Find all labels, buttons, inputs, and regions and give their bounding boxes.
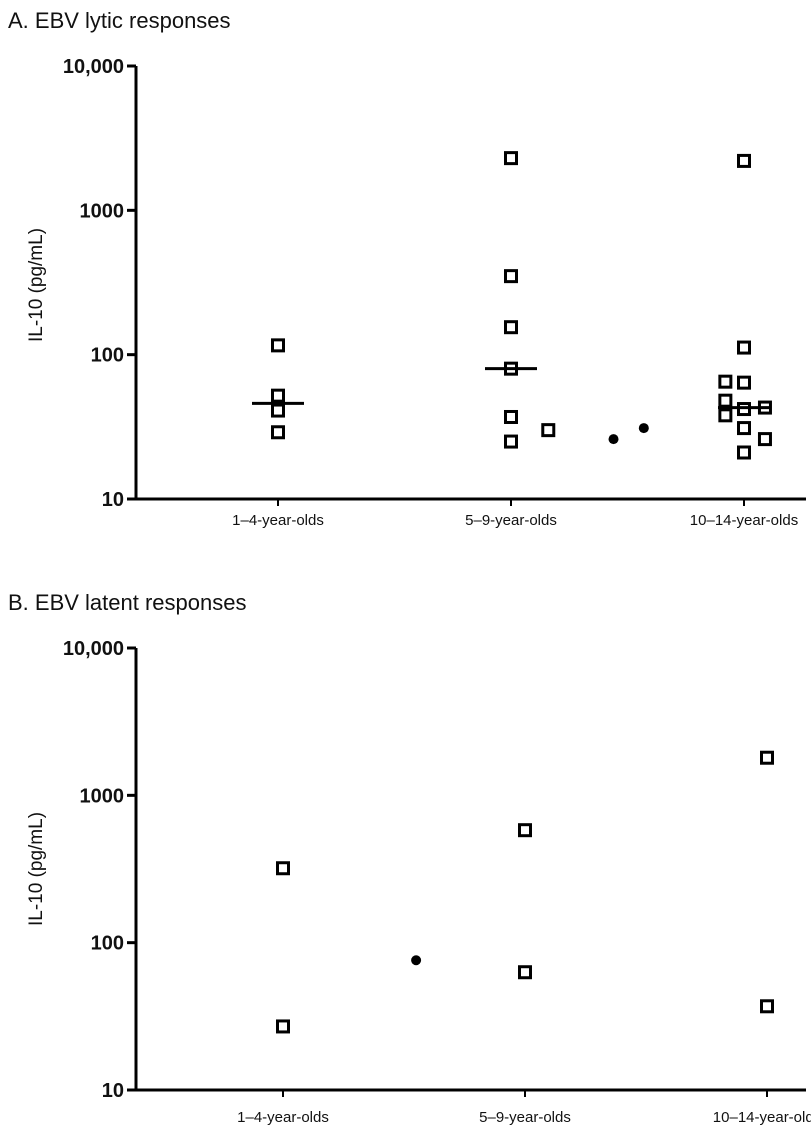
panel-a-y-axis-label: IL-10 (pg/mL) <box>26 228 47 342</box>
panel-a-data-point-square <box>757 432 772 447</box>
panel-a-axes <box>134 66 806 501</box>
panel-b-data-point-square <box>276 861 290 876</box>
panel-b-title: B. EBV latent responses <box>8 590 246 615</box>
panel-b-x-tick-label: 5–9-year-olds <box>479 1109 571 1126</box>
panel-b: B. EBV latent responses IL-10 (pg/mL) 10… <box>8 590 811 1126</box>
panel-a-data-point-square <box>737 340 751 355</box>
panel-b-y-axis-label: IL-10 (pg/mL) <box>26 812 47 926</box>
panel-a-data-point-square <box>737 153 751 168</box>
panel-b-data-point-square <box>760 750 774 765</box>
panel-a-data-point-square <box>718 408 733 423</box>
panel-a-data-point-square <box>718 393 733 408</box>
panel-a-data-point-square <box>271 388 285 403</box>
panel-b-y-tick-label: 10 <box>102 1080 124 1102</box>
panel-a-y-tick-label: 10,000 <box>63 56 124 78</box>
panel-a-y-tick-label: 1000 <box>80 200 125 222</box>
panel-b-data-points <box>276 750 774 1034</box>
panel-a-data-point-dot <box>608 434 619 445</box>
panel-b-data-point-square <box>276 1019 290 1034</box>
panel-b-y-tick-label: 10,000 <box>63 638 124 660</box>
panel-a-data-point-square <box>271 403 285 418</box>
panel-a-data-point-square <box>504 151 518 166</box>
panel-a-title: A. EBV lytic responses <box>8 8 231 33</box>
panel-a-x-ticks: 1–4-year-olds 5–9-year-olds 10–14-year-old… <box>232 499 798 529</box>
panel-a-x-tick-label: 5–9-year-olds <box>465 512 557 529</box>
panel-b-x-tick-label: 10–14-year-olds <box>713 1109 811 1126</box>
panel-b-y-tick-label: 1000 <box>80 785 125 807</box>
panel-a-data-point-square <box>504 269 518 284</box>
panel-a-data-point-square <box>718 374 733 389</box>
panel-b-x-ticks: 1–4-year-olds 5–9-year-olds 10–14-year-old… <box>237 1090 811 1126</box>
panel-b-y-ticks: 10 100 1000 10,000 <box>63 638 136 1102</box>
panel-b-data-point-square <box>518 965 532 980</box>
panel-a-data-points <box>252 151 772 460</box>
panel-a-data-point-square <box>271 338 285 353</box>
panel-a-data-point-square <box>737 375 751 390</box>
panel-a-data-point-square <box>504 409 518 424</box>
panel-b-y-tick-label: 100 <box>91 933 124 955</box>
panel-a-y-tick-label: 10 <box>102 489 124 511</box>
panel-a-data-point-dot <box>638 423 649 434</box>
panel-a: A. EBV lytic responses IL-10 (pg/mL) 101… <box>8 8 806 529</box>
panel-a-y-tick-label: 100 <box>91 345 124 367</box>
panel-b-data-point-square <box>518 823 532 838</box>
panel-a-data-point-square <box>504 434 518 449</box>
panel-b-x-tick-label: 1–4-year-olds <box>237 1109 329 1126</box>
panel-a-x-tick-label: 1–4-year-olds <box>232 512 324 529</box>
panel-b-axes <box>134 648 806 1092</box>
panel-a-data-point-square <box>737 421 751 436</box>
panel-a-x-tick-label: 10–14-year-olds <box>690 512 798 529</box>
panel-a-data-point-square <box>271 425 285 440</box>
panel-b-data-point-dot <box>411 955 422 966</box>
panel-a-data-point-square <box>541 423 556 438</box>
panel-a-data-point-square <box>504 320 518 335</box>
panel-b-data-point-square <box>760 999 774 1014</box>
panel-a-y-ticks: 10 100 1000 10,000 <box>63 56 136 511</box>
panel-a-data-point-square <box>737 445 751 460</box>
